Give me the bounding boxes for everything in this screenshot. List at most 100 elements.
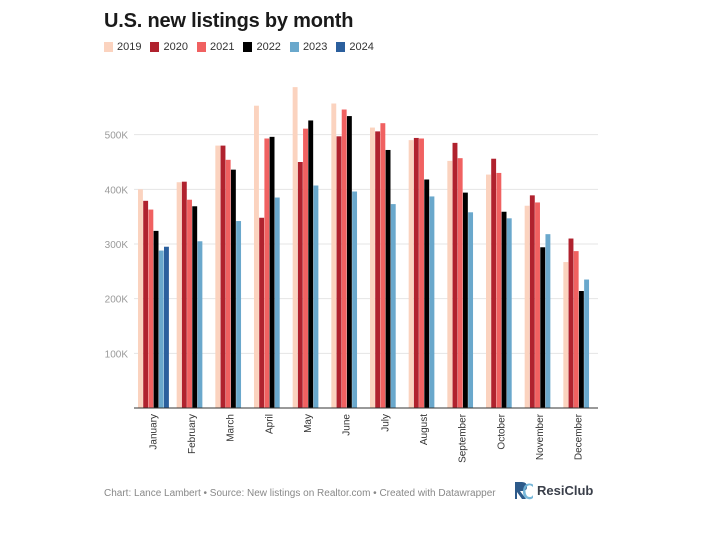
bar-2022-november [540, 247, 546, 408]
bar-2022-march [230, 169, 236, 408]
bar-2021-july [380, 123, 386, 408]
x-tick-label: October [496, 413, 507, 449]
y-tick-label: 200K [105, 295, 129, 306]
bar-2021-august [419, 138, 424, 408]
y-tick-label: 100K [105, 349, 129, 360]
bar-2021-september [457, 158, 463, 408]
legend-item-2019: 2019 [104, 41, 141, 53]
resiclub-logo-icon [515, 482, 533, 500]
bar-2020-june [336, 136, 342, 408]
bar-2020-february [181, 181, 187, 408]
bar-2020-january [143, 200, 149, 408]
bar-2020-august [413, 137, 419, 409]
legend-item-2021: 2021 [196, 41, 235, 53]
bar-2022-july [385, 149, 391, 408]
bar-2020-september [452, 142, 458, 408]
bar-2021-june [341, 109, 347, 409]
bar-2019-february [176, 182, 182, 408]
bar-2022-april [269, 136, 275, 408]
x-tick-label: September [458, 413, 469, 463]
bar-2022-february [192, 206, 198, 408]
bar-2021-may [303, 128, 308, 409]
legend-label: 2020 [163, 41, 188, 53]
bar-2020-december [568, 238, 574, 408]
bar-2023-june [352, 191, 358, 408]
x-tick-label: February [187, 414, 198, 454]
x-tick-label: November [535, 413, 546, 460]
legend-label: 2024 [349, 41, 374, 53]
bar-2019-may [292, 87, 298, 409]
bar-2023-march [236, 221, 242, 408]
bar-2020-november [529, 195, 535, 408]
legend-item-2020: 2020 [150, 41, 188, 53]
bar-2022-may [308, 120, 314, 408]
bar-2021-february [187, 199, 192, 408]
bar-2022-october [501, 211, 507, 408]
x-tick-label: March [226, 414, 237, 442]
bar-2021-january [148, 209, 154, 408]
resiclub-logo: ResiClub [512, 479, 593, 501]
x-tick-label: May [303, 414, 314, 433]
bar-2022-june [346, 116, 352, 408]
x-tick-label: August [419, 414, 430, 445]
x-tick-label: January [148, 414, 159, 450]
bar-2019-july [370, 127, 375, 408]
bar-2023-february [197, 241, 203, 408]
resiclub-logo-text: ResiClub [537, 482, 594, 498]
bar-2023-may [313, 185, 319, 408]
bar-2024-january [164, 246, 169, 408]
legend-label: 2019 [117, 41, 142, 53]
x-tick-label: December [574, 413, 585, 460]
bar-2020-march [220, 145, 226, 408]
bar-2023-november [545, 234, 551, 408]
bar-2019-june [331, 103, 337, 409]
legend-label: 2021 [209, 41, 235, 53]
x-tick-label: April [264, 414, 275, 434]
bar-2022-december [578, 291, 584, 408]
bar-2019-october [486, 174, 491, 408]
legend-swatch [289, 42, 299, 52]
legend-swatch [104, 42, 113, 52]
legend-item-2024: 2024 [336, 41, 374, 53]
y-tick-label: 300K [105, 240, 129, 251]
bar-2021-march [225, 159, 231, 408]
bar-2020-july [375, 131, 381, 409]
bar-2019-january [138, 189, 143, 408]
bar-2023-july [390, 204, 396, 408]
bar-2023-august [429, 196, 435, 408]
bar-2022-august [424, 179, 430, 408]
bar-2020-october [491, 158, 497, 408]
bar-2019-september [447, 160, 453, 408]
bar-2021-april [264, 138, 270, 408]
bar-2019-march [215, 145, 221, 408]
bar-2019-december [563, 262, 569, 408]
legend-swatch [336, 42, 346, 52]
bar-2023-october [506, 218, 512, 408]
x-tick-label: July [380, 414, 391, 432]
bar-2020-may [297, 162, 303, 408]
y-tick-label: 500K [105, 131, 129, 142]
legend-swatch [243, 42, 253, 52]
legend-swatch [196, 42, 206, 52]
bar-2019-november [524, 205, 530, 408]
bar-2023-january [158, 250, 164, 408]
legend-label: 2023 [302, 41, 328, 53]
bar-2023-december [584, 279, 590, 408]
legend-label: 2022 [256, 41, 281, 53]
legend-item-2022: 2022 [243, 41, 281, 53]
bar-2022-january [153, 230, 159, 408]
bar-2023-april [274, 197, 280, 408]
y-tick-label: 400K [105, 185, 129, 196]
bar-2021-november [535, 202, 540, 408]
bar-2019-august [408, 140, 414, 408]
bar-2021-october [496, 172, 502, 408]
legend-swatch [150, 42, 160, 52]
bar-2021-december [573, 251, 579, 408]
chart-title: U.S. new listings by month [104, 10, 354, 32]
legend-item-2023: 2023 [289, 41, 328, 53]
bar-2023-september [468, 212, 474, 408]
bar-2022-september [462, 192, 468, 408]
bar-2019-april [254, 105, 259, 409]
bar-2020-april [259, 217, 265, 408]
